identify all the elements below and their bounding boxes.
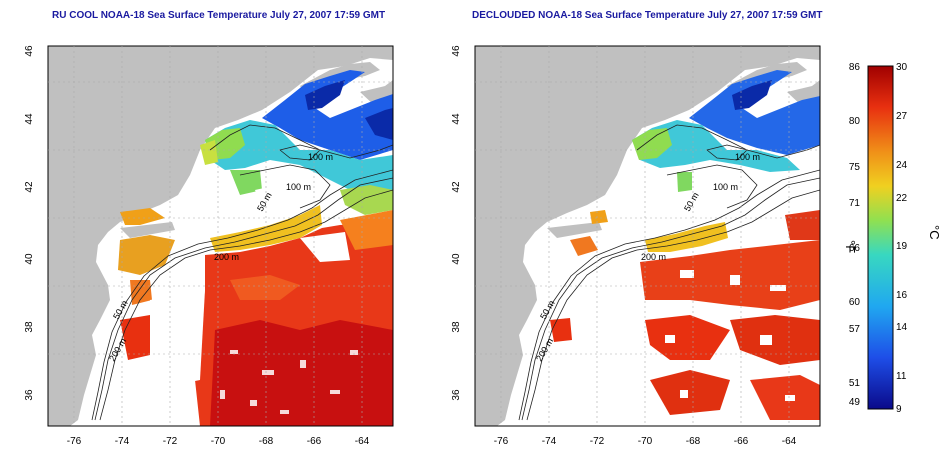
contour-label: 100 m bbox=[308, 152, 333, 162]
contour-label: 100 m bbox=[713, 182, 738, 192]
c-tick: 9 bbox=[896, 404, 902, 415]
right-sst-map: 100 m 100 m 50 m 200 m 50 m 200 m 36 38 … bbox=[451, 45, 821, 447]
sst-shelf-cool bbox=[205, 120, 393, 195]
lon-tick: -76 bbox=[67, 436, 82, 447]
sst-gulf-maine bbox=[689, 70, 820, 155]
f-tick: 51 bbox=[849, 378, 861, 389]
land-mass bbox=[48, 46, 393, 426]
left-sst-map: 100 m 100 m 50 m 200 m 50 m 200 m 36 38 … bbox=[24, 45, 394, 447]
f-tick: 80 bbox=[849, 116, 861, 127]
lat-tick: 42 bbox=[451, 181, 462, 193]
lon-tick: -72 bbox=[163, 436, 178, 447]
lat-tick: 38 bbox=[451, 321, 462, 333]
c-tick: 14 bbox=[896, 322, 908, 333]
contour-label: 200 m bbox=[214, 252, 239, 262]
temperature-colorbar: 86 80 75 71 66 60 57 51 49 30 27 24 22 1… bbox=[843, 62, 942, 415]
c-tick: 24 bbox=[896, 160, 908, 171]
c-tick: 22 bbox=[896, 193, 908, 204]
c-tick: 30 bbox=[896, 62, 908, 73]
f-tick: 49 bbox=[849, 397, 861, 408]
lon-tick: -64 bbox=[355, 436, 370, 447]
lat-tick: 36 bbox=[24, 389, 35, 401]
f-tick: 71 bbox=[849, 198, 861, 209]
sst-shelf-cool bbox=[632, 120, 800, 172]
c-tick: 19 bbox=[896, 241, 908, 252]
lat-tick: 46 bbox=[24, 45, 35, 57]
land-mass bbox=[475, 46, 820, 426]
lat-tick: 44 bbox=[451, 113, 462, 125]
unit-celsius: °C bbox=[927, 225, 942, 240]
contour-label: 100 m bbox=[286, 182, 311, 192]
left-map-title: RU COOL NOAA-18 Sea Surface Temperature … bbox=[52, 10, 386, 21]
colorbar-gradient bbox=[867, 65, 894, 410]
lat-tick: 42 bbox=[24, 181, 35, 193]
f-tick: 66 bbox=[849, 243, 861, 254]
unit-fahrenheit: °F bbox=[843, 240, 858, 253]
lon-tick: -68 bbox=[686, 436, 701, 447]
lon-tick: -74 bbox=[542, 436, 557, 447]
lon-tick: -66 bbox=[734, 436, 749, 447]
f-tick: 86 bbox=[849, 62, 861, 73]
lon-tick: -64 bbox=[782, 436, 797, 447]
right-map-title: DECLOUDED NOAA-18 Sea Surface Temperatur… bbox=[472, 10, 823, 21]
contour-label: 100 m bbox=[735, 152, 760, 162]
lat-tick: 44 bbox=[24, 113, 35, 125]
lon-tick: -72 bbox=[590, 436, 605, 447]
c-tick: 16 bbox=[896, 290, 908, 301]
lat-tick: 36 bbox=[451, 389, 462, 401]
c-tick: 11 bbox=[896, 371, 907, 382]
contour-label: 200 m bbox=[641, 252, 666, 262]
f-tick: 57 bbox=[849, 324, 861, 335]
lon-tick: -66 bbox=[307, 436, 322, 447]
lat-tick: 40 bbox=[451, 253, 462, 265]
f-tick: 75 bbox=[849, 162, 861, 173]
lat-tick: 46 bbox=[451, 45, 462, 57]
f-tick: 60 bbox=[849, 297, 861, 308]
lon-tick: -70 bbox=[638, 436, 653, 447]
lat-tick: 38 bbox=[24, 321, 35, 333]
lon-tick: -74 bbox=[115, 436, 130, 447]
lon-tick: -68 bbox=[259, 436, 274, 447]
c-tick: 27 bbox=[896, 111, 908, 122]
lon-tick: -76 bbox=[494, 436, 509, 447]
sst-gulf-maine bbox=[262, 70, 393, 160]
lat-tick: 40 bbox=[24, 253, 35, 265]
lon-tick: -70 bbox=[211, 436, 226, 447]
